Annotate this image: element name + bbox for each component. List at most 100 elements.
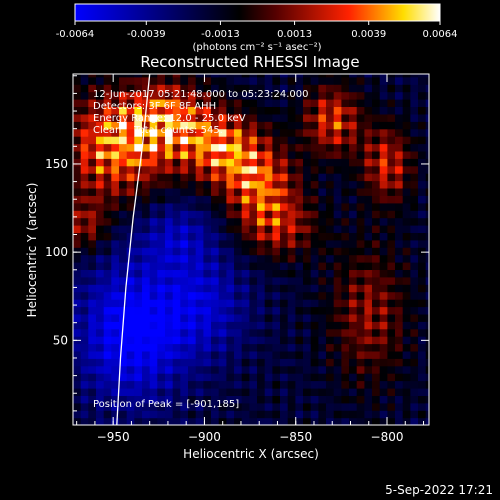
heatmap-cell xyxy=(364,350,373,359)
heatmap-cell xyxy=(264,165,273,174)
heatmap-cell xyxy=(180,395,189,404)
heatmap-cell xyxy=(157,313,166,322)
heatmap-cell xyxy=(149,343,158,352)
heatmap-cell xyxy=(234,91,243,100)
heatmap-cell xyxy=(149,365,158,374)
heatmap-cell xyxy=(249,232,258,241)
heatmap-cell xyxy=(425,99,429,107)
heatmap-cell xyxy=(103,91,112,100)
heatmap-cell xyxy=(249,299,258,308)
heatmap-cell xyxy=(218,232,227,241)
heatmap-cell xyxy=(264,358,273,367)
heatmap-cell xyxy=(195,180,204,189)
heatmap-cell xyxy=(356,380,365,389)
heatmap-cell xyxy=(96,76,105,85)
heatmap-cell xyxy=(425,284,429,293)
heatmap-cell xyxy=(364,291,373,300)
heatmap-cell xyxy=(395,276,404,285)
heatmap-cell xyxy=(88,247,97,256)
heatmap-cell xyxy=(195,343,204,352)
heatmap-cell xyxy=(172,313,181,322)
heatmap-cell xyxy=(318,306,327,315)
heatmap-cell xyxy=(402,358,411,367)
heatmap-cell xyxy=(249,336,258,345)
heatmap-cell xyxy=(356,262,365,270)
heatmap-cell xyxy=(226,402,235,411)
heatmap-cell xyxy=(165,143,174,152)
heatmap-cell xyxy=(356,336,365,345)
heatmap-cell xyxy=(142,343,151,352)
heatmap-cell xyxy=(379,225,388,233)
heatmap-cell xyxy=(372,328,381,337)
heatmap-cell xyxy=(287,269,296,278)
heatmap-cell xyxy=(111,291,120,300)
heatmap-cell xyxy=(287,402,296,411)
heatmap-cell xyxy=(103,195,112,204)
heatmap-cell xyxy=(379,365,388,374)
heatmap-cell xyxy=(372,395,381,404)
heatmap-cell xyxy=(165,388,174,396)
heatmap-cell xyxy=(326,291,335,300)
heatmap-cell xyxy=(341,343,350,352)
heatmap-cell xyxy=(387,74,396,78)
heatmap-cell xyxy=(272,306,281,315)
heatmap-cell xyxy=(264,269,273,278)
heatmap-cell xyxy=(73,217,82,226)
heatmap-cell xyxy=(241,343,250,352)
heatmap-cell xyxy=(188,158,197,167)
heatmap-cell xyxy=(203,74,212,78)
heatmap-cell xyxy=(287,99,296,107)
heatmap-cell xyxy=(349,388,358,396)
heatmap-cell xyxy=(211,91,220,100)
heatmap-cell xyxy=(287,247,296,256)
heatmap-cell xyxy=(395,84,404,93)
heatmap-cell xyxy=(379,343,388,352)
heatmap-cell xyxy=(126,350,135,359)
heatmap-cell xyxy=(119,269,128,278)
heatmap-cell xyxy=(326,187,335,196)
heatmap-cell xyxy=(364,254,373,263)
heatmap-cell xyxy=(364,158,373,167)
heatmap-cell xyxy=(73,358,82,367)
heatmap-cell xyxy=(218,306,227,315)
heatmap-cell xyxy=(418,262,427,270)
heatmap-cell xyxy=(157,328,166,337)
heatmap-cell xyxy=(180,128,189,137)
heatmap-cell xyxy=(88,350,97,359)
heatmap-cell xyxy=(249,195,258,204)
heatmap-cell xyxy=(96,291,105,300)
heatmap-cell xyxy=(241,373,250,382)
heatmap-cell xyxy=(295,180,304,189)
heatmap-cell xyxy=(195,262,204,270)
heatmap-cell xyxy=(264,262,273,270)
heatmap-cell xyxy=(80,217,89,226)
heatmap-cell xyxy=(310,76,319,85)
heatmap-cell xyxy=(257,165,266,174)
heatmap-cell xyxy=(341,180,350,189)
heatmap-cell xyxy=(387,291,396,300)
heatmap-cell xyxy=(333,388,342,396)
heatmap-cell xyxy=(241,306,250,315)
heatmap-cell xyxy=(379,150,388,159)
heatmap-cell xyxy=(111,74,120,78)
heatmap-cell xyxy=(364,99,373,107)
heatmap-cell xyxy=(234,84,243,93)
heatmap-cell xyxy=(364,225,373,233)
heatmap-cell xyxy=(88,173,97,182)
heatmap-cell xyxy=(364,232,373,241)
heatmap-cell xyxy=(157,128,166,137)
heatmap-cell xyxy=(341,99,350,107)
heatmap-cell xyxy=(134,106,143,115)
heatmap-cell xyxy=(241,84,250,93)
heatmap-cell xyxy=(172,150,181,159)
heatmap-cell xyxy=(234,291,243,300)
heatmap-cell xyxy=(134,136,143,145)
heatmap-cell xyxy=(341,321,350,330)
heatmap-cell xyxy=(333,306,342,315)
heatmap-cell xyxy=(387,99,396,107)
heatmap-cell xyxy=(257,202,266,211)
heatmap-cell xyxy=(88,395,97,404)
heatmap-cell xyxy=(387,262,396,270)
heatmap-cell xyxy=(264,210,273,219)
footer-timestamp: 5-Sep-2022 17:21 xyxy=(385,483,493,497)
